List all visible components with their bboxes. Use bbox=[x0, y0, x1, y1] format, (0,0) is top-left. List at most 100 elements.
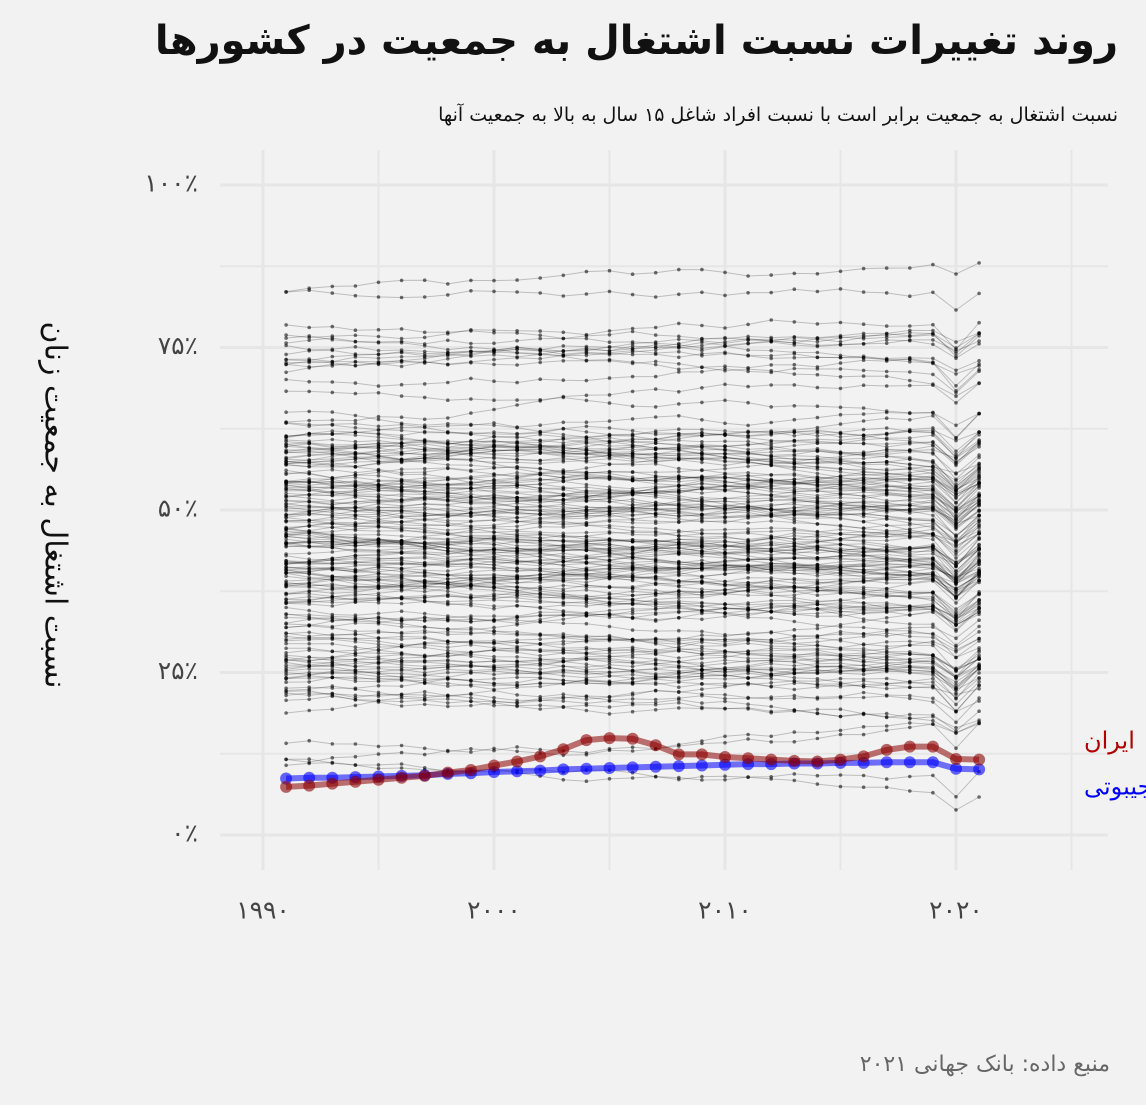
country-point bbox=[584, 779, 589, 783]
country-point bbox=[307, 693, 312, 697]
country-point bbox=[861, 634, 866, 639]
country-point bbox=[538, 352, 542, 357]
country-point bbox=[861, 725, 866, 729]
country-point bbox=[607, 485, 612, 489]
country-point bbox=[492, 696, 496, 700]
country-point bbox=[561, 674, 566, 678]
country-point bbox=[492, 585, 496, 590]
country-point bbox=[630, 578, 635, 583]
country-point bbox=[884, 676, 889, 681]
country-point bbox=[700, 687, 704, 691]
country-point bbox=[492, 547, 496, 552]
country-point bbox=[584, 420, 589, 425]
country-point bbox=[492, 398, 496, 403]
country-point bbox=[838, 732, 843, 737]
country-point bbox=[954, 368, 958, 373]
country-point bbox=[792, 485, 797, 490]
country-point bbox=[284, 508, 288, 513]
country-point bbox=[538, 507, 542, 512]
chart-title: روند تغییرات نسبت اشتغال به جمعیت در کشو… bbox=[154, 18, 1118, 64]
country-point bbox=[653, 708, 658, 712]
country-point bbox=[630, 529, 635, 533]
country-point bbox=[977, 342, 981, 346]
country-point bbox=[515, 351, 519, 355]
country-point bbox=[515, 355, 519, 359]
country-point bbox=[492, 362, 496, 367]
country-series bbox=[284, 664, 981, 695]
country-point bbox=[861, 419, 866, 423]
country-point bbox=[677, 267, 681, 272]
country-point bbox=[607, 456, 612, 461]
country-point bbox=[677, 645, 681, 649]
country-point bbox=[492, 478, 496, 482]
country-point bbox=[399, 415, 404, 420]
country-point bbox=[677, 592, 681, 596]
country-point bbox=[376, 529, 381, 533]
country-point bbox=[723, 421, 727, 426]
country-point bbox=[908, 521, 912, 525]
country-point bbox=[769, 529, 773, 534]
country-point bbox=[838, 581, 843, 585]
country-point bbox=[700, 427, 704, 432]
country-point bbox=[492, 648, 496, 652]
country-point bbox=[284, 389, 288, 394]
country-point bbox=[399, 656, 404, 660]
country-point bbox=[723, 448, 727, 452]
country-point bbox=[584, 439, 589, 443]
country-point bbox=[653, 588, 658, 593]
country-point bbox=[422, 517, 427, 522]
country-point bbox=[815, 500, 820, 505]
country-point bbox=[746, 732, 750, 737]
country-point bbox=[446, 639, 450, 643]
country-point bbox=[746, 546, 750, 551]
country-point bbox=[353, 553, 358, 558]
country-point bbox=[353, 596, 358, 600]
country-point bbox=[399, 622, 404, 626]
country-point bbox=[700, 664, 704, 669]
country-point bbox=[284, 519, 288, 523]
country-point bbox=[607, 523, 612, 528]
country-point bbox=[584, 482, 589, 487]
country-point bbox=[746, 656, 750, 661]
country-point bbox=[330, 742, 335, 746]
country-point bbox=[284, 545, 288, 549]
country-point bbox=[769, 579, 773, 583]
country-point bbox=[353, 421, 358, 426]
country-point bbox=[861, 668, 866, 672]
country-point bbox=[561, 678, 566, 683]
country-point bbox=[977, 683, 981, 688]
country-point bbox=[931, 480, 935, 484]
country-point bbox=[954, 384, 958, 388]
country-point bbox=[677, 636, 681, 641]
country-point bbox=[908, 418, 912, 422]
country-point bbox=[538, 694, 542, 699]
country-point bbox=[954, 423, 958, 428]
country-point bbox=[446, 697, 450, 701]
country-point bbox=[584, 474, 589, 479]
country-point bbox=[700, 676, 704, 681]
country-point bbox=[653, 702, 658, 707]
country-point bbox=[977, 720, 981, 724]
country-point bbox=[884, 341, 889, 346]
country-point bbox=[284, 439, 288, 444]
country-point bbox=[353, 590, 358, 594]
country-point bbox=[561, 595, 566, 599]
country-point bbox=[399, 425, 404, 430]
country-point bbox=[515, 588, 519, 593]
country-point bbox=[492, 666, 496, 670]
country-point bbox=[307, 687, 312, 692]
country-point bbox=[330, 558, 335, 562]
country-point bbox=[815, 540, 820, 544]
country-point bbox=[653, 657, 658, 661]
country-point bbox=[538, 360, 542, 365]
country-point bbox=[815, 467, 820, 472]
country-point bbox=[723, 579, 727, 584]
country-point bbox=[492, 554, 496, 559]
country-point bbox=[607, 500, 612, 504]
country-point bbox=[353, 639, 358, 644]
country-point bbox=[700, 520, 704, 524]
country-point bbox=[376, 684, 381, 688]
country-point bbox=[653, 606, 658, 611]
country-point bbox=[838, 728, 843, 733]
country-point bbox=[700, 535, 704, 540]
